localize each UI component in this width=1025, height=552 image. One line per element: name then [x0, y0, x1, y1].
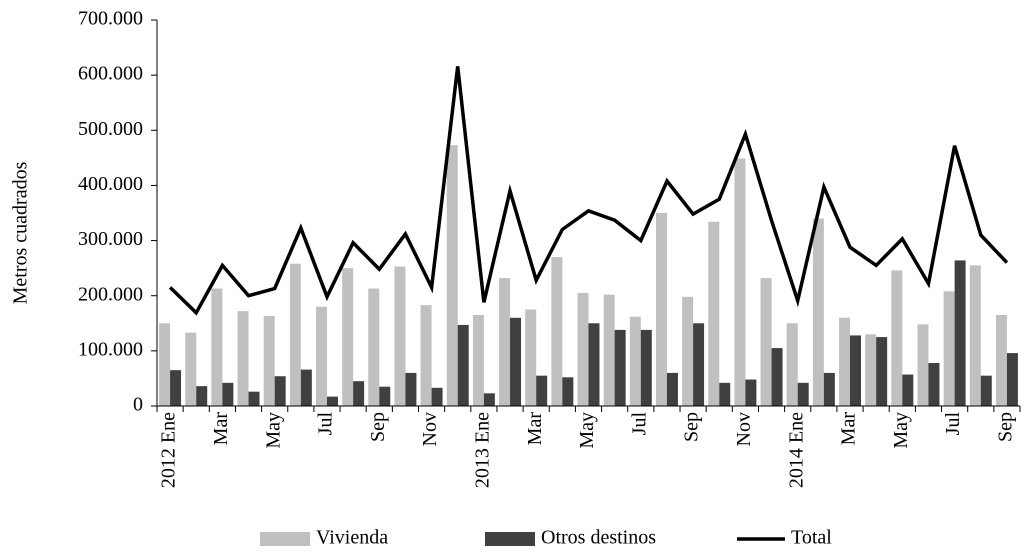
bar: [483, 393, 495, 406]
legend-swatch: [485, 532, 535, 546]
bar: [655, 213, 667, 406]
bar: [839, 317, 851, 406]
bar: [431, 387, 443, 406]
line: [168, 66, 1009, 316]
y-tick-label: 400.000: [78, 173, 143, 195]
y-tick-label: 200.000: [78, 283, 143, 305]
bar: [394, 266, 406, 406]
bar: [316, 306, 327, 406]
y-tick-label: 700.000: [78, 8, 143, 30]
x-tick-label: 2014 Ene: [785, 412, 807, 488]
bar: [640, 329, 652, 406]
bar: [943, 291, 955, 406]
bar: [551, 257, 563, 406]
bar: [379, 386, 391, 406]
legend-swatch: [260, 532, 310, 546]
x-tick-label: Mar: [838, 412, 860, 446]
bar: [588, 323, 600, 406]
bar: [185, 332, 197, 406]
bar: [917, 324, 929, 406]
bar: [954, 260, 966, 406]
bar: [995, 315, 1007, 406]
bar: [603, 294, 615, 406]
bar: [326, 396, 338, 406]
bar: [536, 375, 548, 406]
bar: [222, 382, 234, 406]
bar: [902, 374, 914, 406]
bar: [446, 145, 458, 406]
bar: [170, 370, 182, 406]
y-tick-label: 100.000: [78, 338, 143, 360]
bar: [850, 335, 861, 406]
y-axis-title: Metros cuadrados: [10, 161, 32, 304]
bar: [510, 317, 522, 406]
bar: [159, 323, 171, 406]
x-tick-label: Jul: [942, 412, 964, 436]
y-tick-label: 500.000: [78, 118, 143, 140]
bar: [237, 311, 249, 406]
bar: [263, 316, 275, 406]
x-tick-label: Jul: [315, 412, 337, 436]
x-tick-label: Mar: [524, 412, 546, 446]
bar: [472, 315, 484, 406]
bar: [693, 323, 705, 406]
bar: [719, 382, 731, 406]
bar: [289, 263, 301, 406]
x-tick-label: Nov: [733, 412, 755, 446]
bar: [368, 288, 380, 406]
bar: [745, 379, 757, 406]
bar: [1006, 353, 1018, 406]
legend-label: Vivienda: [316, 527, 388, 549]
bar: [760, 278, 772, 406]
bar: [666, 372, 678, 406]
x-tick-label: Mar: [210, 412, 232, 446]
x-tick-label: Sep: [681, 412, 703, 442]
bar: [342, 268, 354, 406]
bar: [499, 278, 511, 406]
x-tick-label: Nov: [419, 412, 441, 446]
legend-label: Otros destinos: [541, 527, 656, 549]
bar: [274, 376, 286, 406]
bar: [786, 323, 798, 406]
bar: [823, 372, 835, 406]
bar: [211, 288, 223, 406]
bar: [420, 305, 432, 406]
bar: [876, 337, 888, 406]
legend-label: Total: [791, 527, 832, 549]
x-tick-label: Sep: [367, 412, 389, 442]
bar: [457, 324, 469, 406]
bar: [300, 369, 312, 406]
x-tick-label: 2012 Ene: [158, 412, 180, 488]
bar: [196, 386, 208, 406]
bar: [248, 391, 260, 406]
x-tick-label: May: [576, 412, 598, 449]
bar: [812, 218, 824, 406]
bar: [865, 334, 877, 406]
bar: [682, 296, 694, 406]
bar: [525, 309, 537, 406]
bar: [577, 292, 589, 406]
x-tick-label: Jul: [628, 412, 650, 436]
bar: [969, 265, 981, 406]
x-tick-label: May: [890, 412, 912, 449]
bar: [891, 270, 903, 406]
bar: [771, 348, 783, 406]
y-tick-label: 0: [133, 394, 143, 416]
y-tick-label: 300.000: [78, 228, 143, 250]
bar: [980, 375, 992, 406]
x-tick-label: May: [262, 412, 284, 449]
bar: [734, 158, 746, 406]
x-tick-label: Sep: [995, 412, 1017, 442]
bar: [562, 377, 574, 406]
bar: [353, 381, 365, 406]
x-tick-label: 2013 Ene: [471, 412, 493, 488]
bar: [708, 221, 720, 406]
y-tick-label: 600.000: [78, 63, 143, 85]
bar: [405, 372, 417, 406]
bar: [614, 329, 626, 406]
bar: [797, 382, 809, 406]
bar: [629, 316, 641, 406]
bar: [928, 362, 940, 406]
